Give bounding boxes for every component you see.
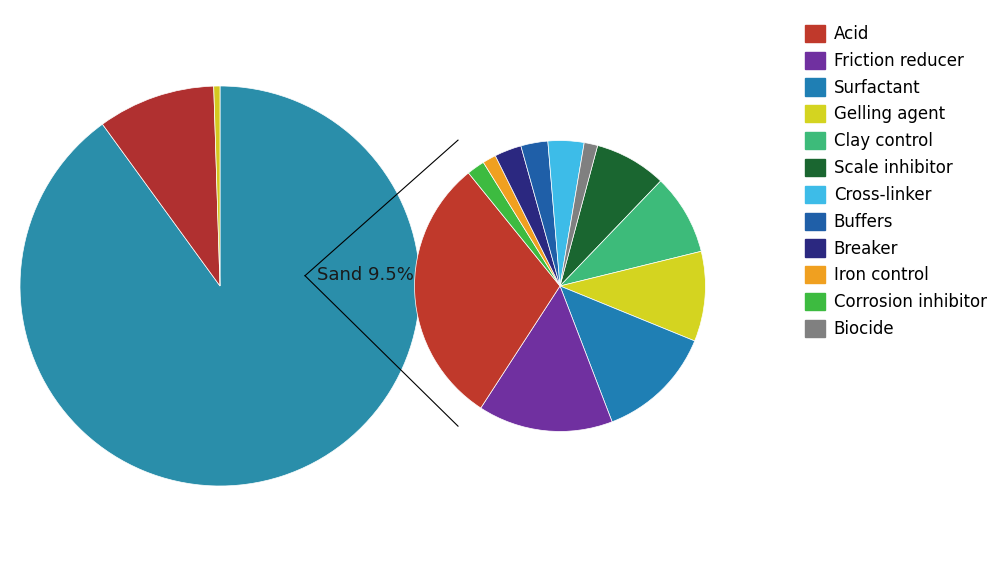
Wedge shape <box>560 181 701 286</box>
Wedge shape <box>560 145 661 286</box>
Wedge shape <box>214 86 220 286</box>
Wedge shape <box>481 286 612 431</box>
Wedge shape <box>548 141 584 286</box>
Legend: Acid, Friction reducer, Surfactant, Gelling agent, Clay control, Scale inhibitor: Acid, Friction reducer, Surfactant, Gell… <box>800 20 992 343</box>
Wedge shape <box>521 141 560 286</box>
Wedge shape <box>468 162 560 286</box>
Text: Sand 9.5%: Sand 9.5% <box>317 266 414 284</box>
Wedge shape <box>20 86 420 486</box>
Wedge shape <box>102 86 220 286</box>
Wedge shape <box>415 173 560 408</box>
Wedge shape <box>560 286 695 422</box>
Wedge shape <box>495 146 560 286</box>
Wedge shape <box>483 156 560 286</box>
Wedge shape <box>560 142 598 286</box>
Wedge shape <box>560 251 705 341</box>
